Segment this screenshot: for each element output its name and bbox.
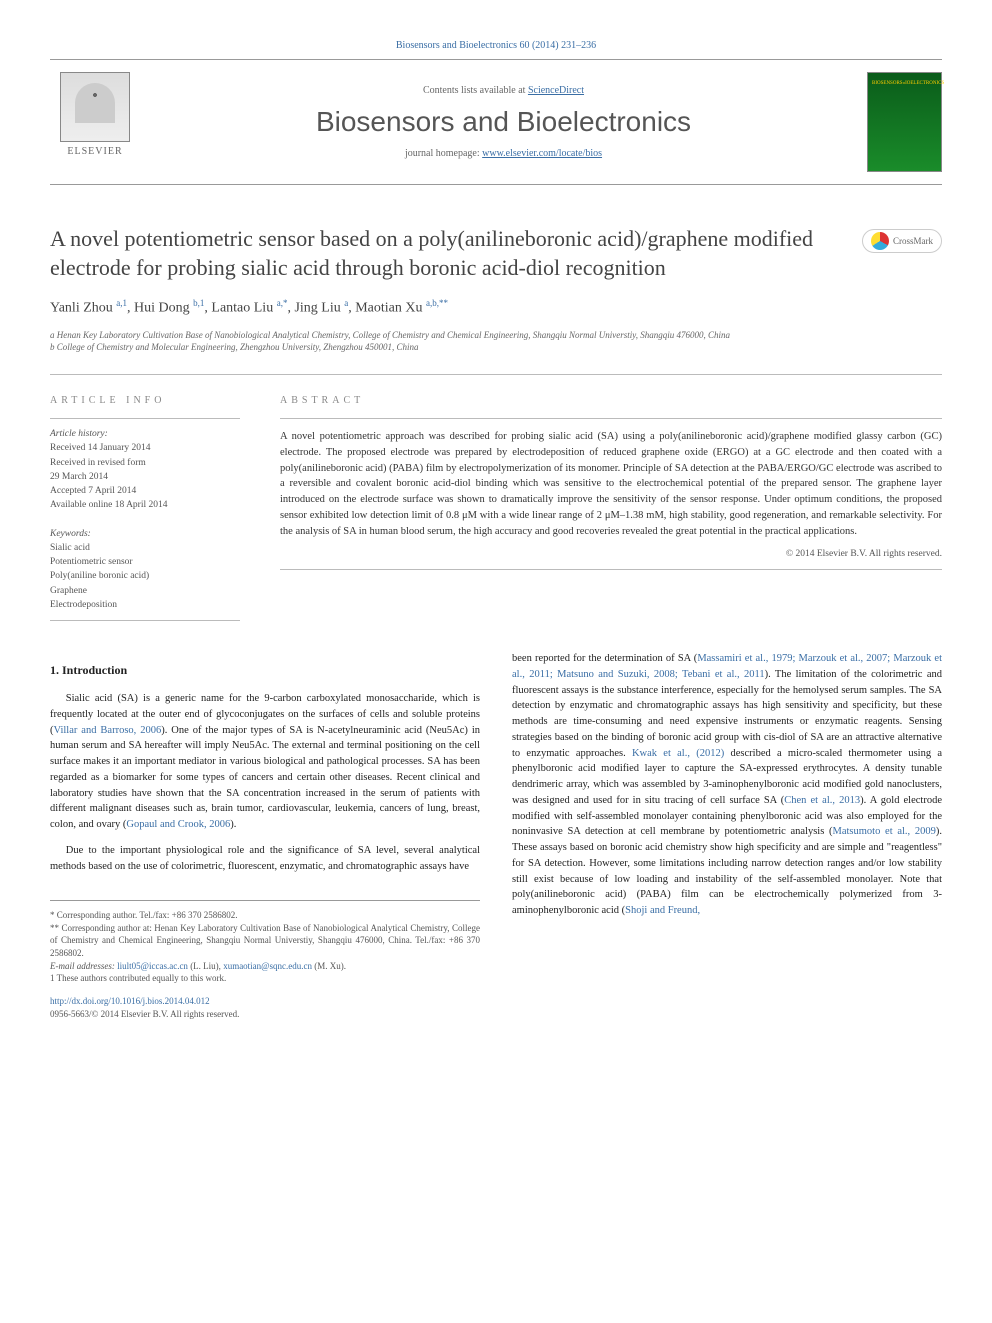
article-info-col: article info Article history: Received 1… xyxy=(50,395,240,621)
intro-para-1: Sialic acid (SA) is a generic name for t… xyxy=(50,691,480,833)
doi-link[interactable]: http://dx.doi.org/10.1016/j.bios.2014.04… xyxy=(50,996,210,1006)
ref-link[interactable]: Villar and Barroso, 2006 xyxy=(54,725,162,736)
email-link[interactable]: liult05@iccas.ac.cn xyxy=(117,961,188,971)
affiliation-line: b College of Chemistry and Molecular Eng… xyxy=(50,341,942,354)
keyword-item: Graphene xyxy=(50,584,240,598)
keyword-item: Electrodeposition xyxy=(50,598,240,612)
history-block: Article history: Received 14 January 201… xyxy=(50,418,240,513)
history-line: Available online 18 April 2014 xyxy=(50,498,240,512)
title-area: CrossMark A novel potentiometric sensor … xyxy=(50,225,942,354)
intro-para-2: Due to the important physiological role … xyxy=(50,843,480,875)
history-line: 29 March 2014 xyxy=(50,470,240,484)
publisher-name: ELSEVIER xyxy=(67,146,122,157)
homepage-prefix: journal homepage: xyxy=(405,148,482,159)
history-line: Accepted 7 April 2014 xyxy=(50,484,240,498)
publisher-logo: ELSEVIER xyxy=(50,72,140,172)
keyword-item: Sialic acid xyxy=(50,541,240,555)
abstract-heading: abstract xyxy=(280,395,942,406)
body-col-left: 1. Introduction Sialic acid (SA) is a ge… xyxy=(50,651,480,1022)
homepage-link[interactable]: www.elsevier.com/locate/bios xyxy=(482,148,602,159)
footer-meta: http://dx.doi.org/10.1016/j.bios.2014.04… xyxy=(50,995,480,1022)
abstract-text: A novel potentiometric approach was desc… xyxy=(280,418,942,539)
email-line: E-mail addresses: liult05@iccas.ac.cn (L… xyxy=(50,960,480,973)
journal-header: ELSEVIER Contents lists available at Sci… xyxy=(50,59,942,185)
intro-para-3: been reported for the determination of S… xyxy=(512,651,942,919)
keyword-item: Potentiometric sensor xyxy=(50,555,240,569)
history-label: Article history: xyxy=(50,427,240,441)
article-info-heading: article info xyxy=(50,395,240,406)
email-link[interactable]: xumaotian@sqnc.edu.cn xyxy=(223,961,312,971)
history-line: Received 14 January 2014 xyxy=(50,441,240,455)
contents-line: Contents lists available at ScienceDirec… xyxy=(140,85,867,96)
abstract-copyright: © 2014 Elsevier B.V. All rights reserved… xyxy=(280,549,942,570)
ref-link[interactable]: Chen et al., 2013 xyxy=(784,795,860,806)
authors-line: Yanli Zhou a,1, Hui Dong b,1, Lantao Liu… xyxy=(50,298,942,317)
ref-link[interactable]: Gopaul and Crook, 2006 xyxy=(126,819,230,830)
article-title: A novel potentiometric sensor based on a… xyxy=(50,225,835,282)
affiliation-line: a Henan Key Laboratory Cultivation Base … xyxy=(50,329,942,342)
keywords-block: Keywords: Sialic acidPotentiometric sens… xyxy=(50,527,240,622)
corr-note-1: * Corresponding author. Tel./fax: +86 37… xyxy=(50,909,480,922)
ref-link[interactable]: Shoji and Freund, xyxy=(625,905,700,916)
affiliations: a Henan Key Laboratory Cultivation Base … xyxy=(50,329,942,354)
corr-note-2: ** Corresponding author at: Henan Key La… xyxy=(50,922,480,960)
issn-line: 0956-5663/© 2014 Elsevier B.V. All right… xyxy=(50,1009,239,1019)
divider xyxy=(50,374,942,375)
crossmark-icon xyxy=(871,232,889,250)
journal-cover-icon xyxy=(867,72,942,172)
keyword-item: Poly(aniline boronic acid) xyxy=(50,569,240,583)
header-center: Contents lists available at ScienceDirec… xyxy=(140,85,867,159)
footer-notes: * Corresponding author. Tel./fax: +86 37… xyxy=(50,900,480,985)
body-col-right: been reported for the determination of S… xyxy=(512,651,942,1022)
section-1-heading: 1. Introduction xyxy=(50,661,480,679)
crossmark-badge[interactable]: CrossMark xyxy=(862,229,942,253)
journal-name: Biosensors and Bioelectronics xyxy=(140,106,867,138)
crossmark-label: CrossMark xyxy=(893,236,933,246)
citation-line: Biosensors and Bioelectronics 60 (2014) … xyxy=(50,40,942,51)
history-line: Received in revised form xyxy=(50,456,240,470)
sciencedirect-link[interactable]: ScienceDirect xyxy=(528,85,584,96)
ref-link[interactable]: Matsumoto et al., 2009 xyxy=(833,826,936,837)
keywords-label: Keywords: xyxy=(50,527,240,541)
journal-homepage: journal homepage: www.elsevier.com/locat… xyxy=(140,148,867,159)
equal-contrib-note: 1 These authors contributed equally to t… xyxy=(50,972,480,985)
contents-prefix: Contents lists available at xyxy=(423,85,528,96)
elsevier-tree-icon xyxy=(60,72,130,142)
body-columns: 1. Introduction Sialic acid (SA) is a ge… xyxy=(50,651,942,1022)
abstract-col: abstract A novel potentiometric approach… xyxy=(280,395,942,621)
ref-link[interactable]: Kwak et al., (2012) xyxy=(632,748,724,759)
info-abstract-row: article info Article history: Received 1… xyxy=(50,395,942,621)
